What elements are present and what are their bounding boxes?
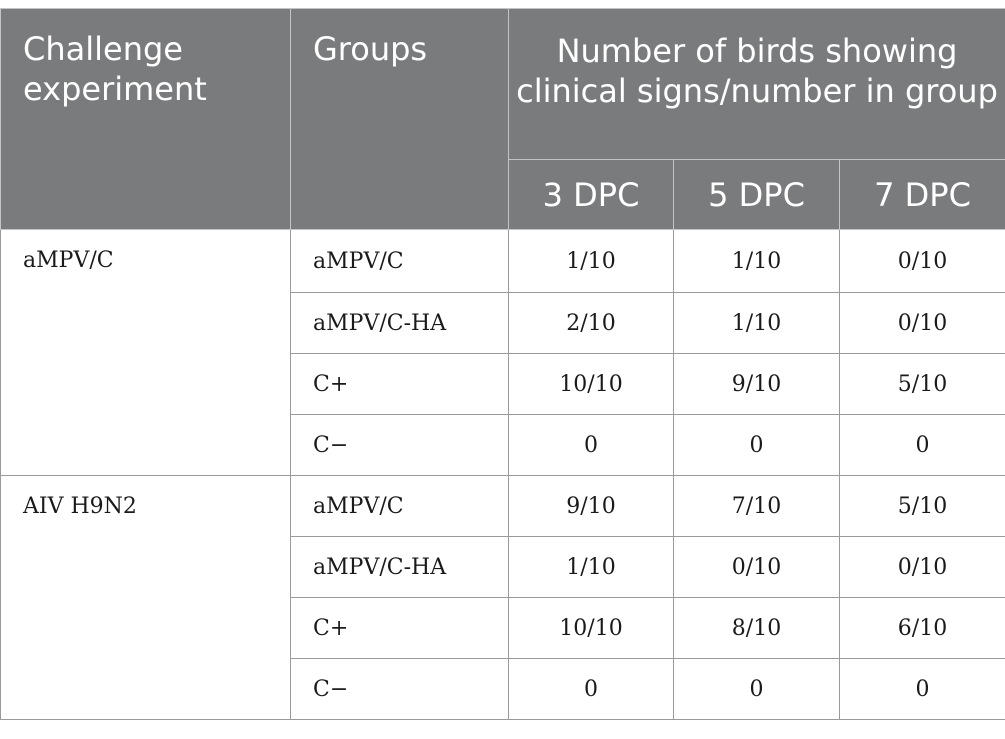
value-cell: 0 bbox=[839, 658, 1005, 720]
value-cell: 5/10 bbox=[839, 475, 1005, 537]
header-challenge-experiment: Challenge experiment bbox=[0, 8, 291, 230]
value-cell: 0/10 bbox=[673, 536, 840, 598]
value-cell: 8/10 bbox=[673, 597, 840, 659]
experiment-cell: aMPV/C bbox=[0, 229, 291, 476]
value-cell: 0/10 bbox=[839, 536, 1005, 598]
value-cell: 5/10 bbox=[839, 353, 1005, 415]
value-cell: 0 bbox=[508, 414, 674, 476]
table-row: C+ 10/10 9/10 5/10 bbox=[1, 353, 1005, 415]
header-7-dpc: 7 DPC bbox=[839, 159, 1005, 230]
value-cell: 7/10 bbox=[673, 475, 840, 537]
value-cell: 2/10 bbox=[508, 292, 674, 354]
value-cell: 9/10 bbox=[508, 475, 674, 537]
value-cell: 1/10 bbox=[673, 229, 840, 293]
value-cell: 10/10 bbox=[508, 597, 674, 659]
table-row: C− 0 0 0 bbox=[1, 658, 1005, 720]
value-cell: 0/10 bbox=[839, 229, 1005, 293]
group-cell: C− bbox=[290, 658, 509, 720]
group-cell: aMPV/C bbox=[290, 229, 509, 293]
value-cell: 1/10 bbox=[508, 229, 674, 293]
value-cell: 6/10 bbox=[839, 597, 1005, 659]
value-cell: 9/10 bbox=[673, 353, 840, 415]
value-cell: 0 bbox=[673, 414, 840, 476]
value-cell: 1/10 bbox=[508, 536, 674, 598]
header-groups: Groups bbox=[290, 8, 509, 230]
value-cell: 0 bbox=[508, 658, 674, 720]
header-5-dpc: 5 DPC bbox=[673, 159, 840, 230]
experiment-cell: AIV H9N2 bbox=[0, 475, 291, 720]
header-number-of-birds: Number of birds showing clinical signs/n… bbox=[508, 8, 1005, 160]
group-cell: aMPV/C-HA bbox=[290, 536, 509, 598]
group-cell: C+ bbox=[290, 597, 509, 659]
table-row: aMPV/C-HA 1/10 0/10 0/10 bbox=[1, 536, 1005, 598]
value-cell: 10/10 bbox=[508, 353, 674, 415]
group-cell: aMPV/C bbox=[290, 475, 509, 537]
group-cell: C+ bbox=[290, 353, 509, 415]
group-cell: C− bbox=[290, 414, 509, 476]
table-row: C− 0 0 0 bbox=[1, 414, 1005, 476]
value-cell: 0 bbox=[673, 658, 840, 720]
table-body: aMPV/C aMPV/C 1/10 1/10 0/10 aMPV/C-HA 2… bbox=[0, 229, 1005, 720]
header-3-dpc: 3 DPC bbox=[508, 159, 674, 230]
group-cell: aMPV/C-HA bbox=[290, 292, 509, 354]
table-row: C+ 10/10 8/10 6/10 bbox=[1, 597, 1005, 659]
value-cell: 0/10 bbox=[839, 292, 1005, 354]
value-cell: 0 bbox=[839, 414, 1005, 476]
table-row: aMPV/C aMPV/C 1/10 1/10 0/10 bbox=[0, 229, 1005, 476]
table-header: Challenge experiment Groups Number of bi… bbox=[0, 8, 1005, 230]
clinical-signs-table: Challenge experiment Groups Number of bi… bbox=[0, 8, 1005, 720]
table-row: AIV H9N2 aMPV/C 9/10 7/10 5/10 bbox=[0, 475, 1005, 720]
value-cell: 1/10 bbox=[673, 292, 840, 354]
